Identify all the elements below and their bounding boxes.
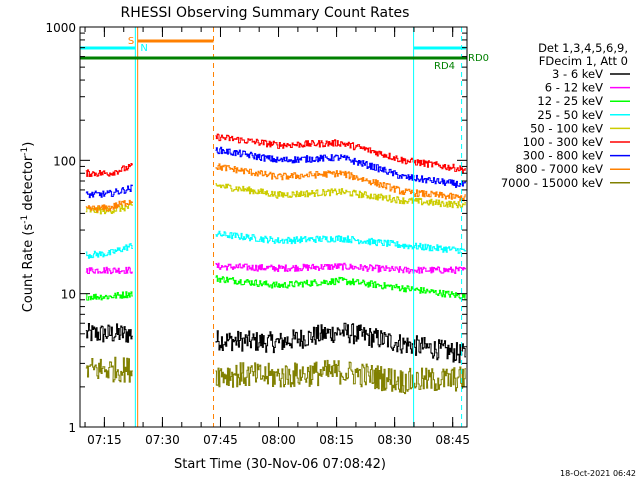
- legend-header-line1: Det 1,3,4,5,6,9,: [538, 41, 628, 55]
- series-3-line-after-gap: [215, 230, 467, 254]
- series-2-line-after-gap: [215, 275, 466, 301]
- series-7-line-after-gap: [215, 163, 466, 202]
- y-axis-label-part3: ): [21, 142, 36, 147]
- series-5-line-after-gap: [215, 133, 466, 174]
- series-2-line-before-gap: [85, 291, 133, 301]
- annotation-rd4: RD4: [434, 61, 455, 72]
- series-5-group: [85, 133, 466, 177]
- y-axis-label: Count Rate (s-1 detector-1): [20, 142, 36, 313]
- series-8-group: [85, 356, 466, 395]
- series-0-line-before-gap: [85, 323, 133, 343]
- x-axis-label: Start Time (30-Nov-06 07:08:42): [174, 457, 386, 472]
- y-tick-label-2: 100: [53, 154, 76, 168]
- annotation-rd0: RD0: [468, 53, 489, 64]
- legend-label-8: 7000 - 15000 keV: [501, 176, 603, 190]
- annotation-s: S: [128, 36, 134, 47]
- series-6-line-after-gap: [215, 146, 466, 188]
- series-4-line-after-gap: [215, 183, 466, 209]
- y-axis-label-part1: Count Rate (s: [21, 224, 36, 313]
- axis-layer: 1 10 100 1000 07:15 07:30 07:45 08:00 08:15 08:30…: [45, 21, 470, 447]
- series-5-line-before-gap: [85, 163, 133, 177]
- series-1-line-before-gap: [85, 266, 133, 275]
- render-timestamp: 18-Oct-2021 06:42: [560, 469, 636, 478]
- series-0-line-after-gap: [215, 322, 466, 364]
- x-tick-label-4: 08:15: [319, 433, 354, 447]
- series-3-line-before-gap: [85, 243, 133, 259]
- y-tick-label-1: 10: [61, 288, 76, 302]
- legend: Det 1,3,4,5,6,9, FDecim 1, Att 0 3 - 6 k…: [501, 41, 630, 190]
- annotation-n: N: [140, 43, 147, 54]
- legend-label-5: 100 - 300 keV: [523, 135, 603, 149]
- series-1-group: [85, 262, 467, 275]
- chart-title: RHESSI Observing Summary Count Rates: [121, 5, 410, 21]
- x-tick-label-6: 08:45: [435, 433, 470, 447]
- y-tick-label-0: 1: [68, 421, 76, 435]
- series-2-group: [85, 275, 466, 301]
- series-8-line-before-gap: [85, 356, 133, 383]
- y-axis-label-sup2: -1: [20, 147, 30, 156]
- plot-frame: [79, 26, 468, 428]
- series-1-line-after-gap: [215, 262, 467, 274]
- legend-label-3: 25 - 50 keV: [537, 108, 603, 122]
- series-6-line-before-gap: [85, 184, 133, 199]
- series-3-group: [85, 230, 467, 259]
- legend-label-4: 50 - 100 keV: [530, 121, 603, 135]
- series-layer: [85, 133, 467, 395]
- series-7-group: [85, 163, 466, 213]
- series-7-line-before-gap: [85, 199, 133, 213]
- x-tick-label-1: 07:30: [145, 433, 180, 447]
- legend-label-6: 300 - 800 keV: [523, 149, 603, 163]
- legend-label-1: 6 - 12 keV: [545, 81, 603, 95]
- x-tick-label-5: 08:30: [377, 433, 412, 447]
- legend-label-2: 12 - 25 keV: [537, 94, 603, 108]
- legend-label-7: 800 - 7000 keV: [515, 162, 603, 176]
- y-axis-label-part2: detector: [21, 155, 36, 215]
- x-tick-label-3: 08:00: [261, 433, 296, 447]
- series-8-line-after-gap: [215, 359, 466, 395]
- legend-label-0: 3 - 6 keV: [552, 67, 603, 81]
- legend-header-line2: FDecim 1, Att 0: [539, 54, 628, 68]
- y-tick-label-3: 1000: [45, 21, 76, 35]
- y-axis-label-sup1: -1: [20, 215, 30, 224]
- series-6-group: [85, 146, 466, 199]
- series-0-group: [85, 322, 466, 364]
- x-tick-label-2: 07:45: [203, 433, 238, 447]
- x-tick-label-0: 07:15: [87, 433, 122, 447]
